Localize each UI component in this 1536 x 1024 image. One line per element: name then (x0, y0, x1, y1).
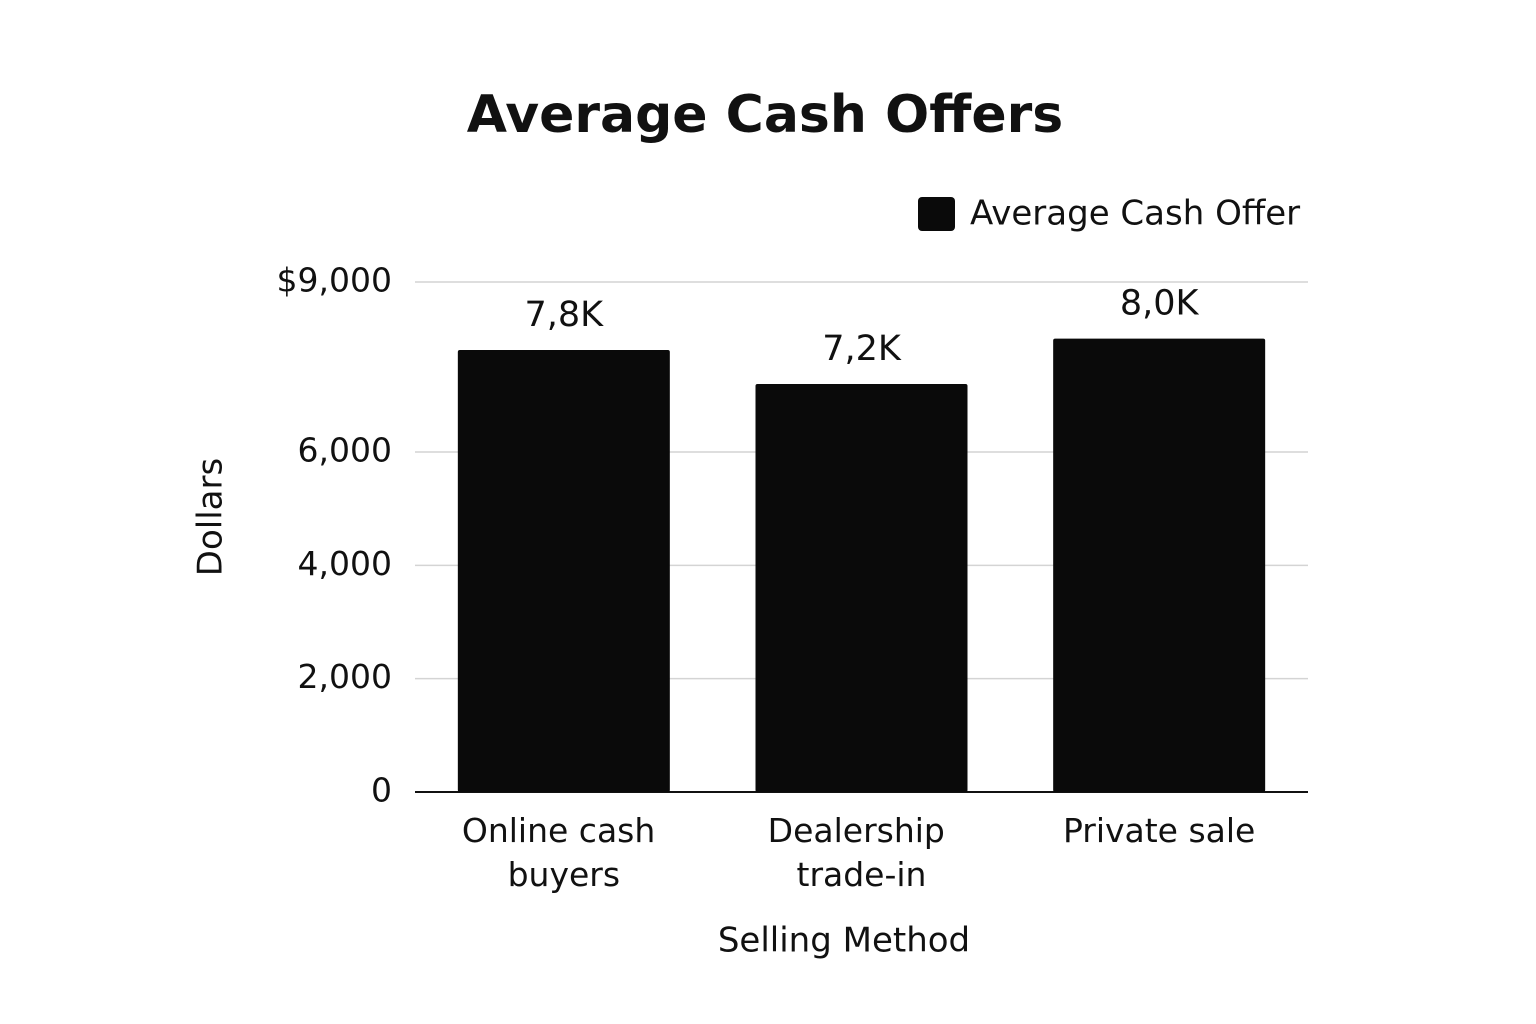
chart-title: Average Cash Offers (467, 85, 1063, 145)
x-tick-label: Online cash buyers (462, 811, 666, 894)
bar (457, 350, 670, 792)
value-label: 7,8K (525, 295, 605, 335)
value-label: 7,2K (822, 329, 902, 369)
x-tick-label: Private sale (1063, 811, 1255, 850)
x-axis-title: Selling Method (718, 921, 970, 961)
legend-label: Average Cash Offer (970, 194, 1300, 234)
y-tick-label: 6,000 (298, 431, 392, 470)
y-tick-label: 0 (371, 771, 392, 810)
x-tick-label: Dealership trade-in (768, 811, 956, 894)
y-tick-label: $9,000 (277, 261, 392, 300)
y-tick-label: 2,000 (298, 657, 392, 696)
legend-swatch (918, 197, 955, 231)
bar (1053, 338, 1266, 792)
bar (755, 384, 968, 792)
value-label: 8,0K (1120, 284, 1200, 324)
y-tick-label: 4,000 (298, 544, 392, 583)
y-axis-title: Dollars (191, 458, 231, 576)
